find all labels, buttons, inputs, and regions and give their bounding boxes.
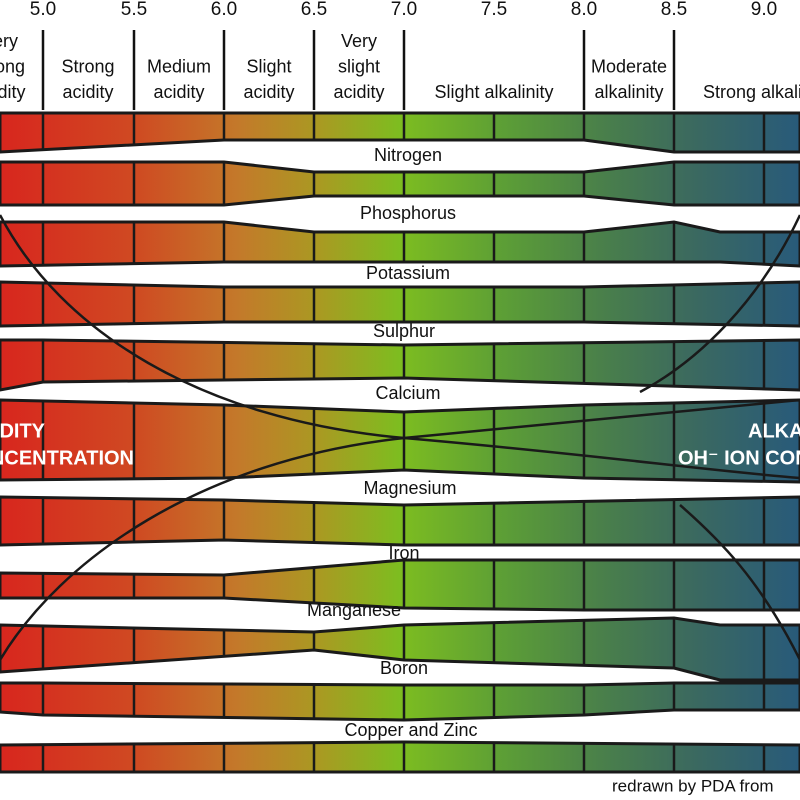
footer: redrawn by PDA from [612,776,774,795]
nutrient-band [0,338,800,392]
nutrient-label: Nitrogen [374,145,442,165]
tick-label: 6.5 [301,0,327,20]
concentration-curves [0,214,800,661]
nutrient-label: Copper and Zinc [344,720,477,740]
nutrient-band [0,558,800,612]
tick-label: 8.0 [571,0,597,20]
nutrient-label: Potassium [366,263,450,283]
header-label: Strong alkalinity [703,82,800,102]
bands [0,111,800,774]
header-label: acidity [62,82,113,102]
header-label: Slight [246,56,291,76]
tick-label: 8.5 [661,0,687,20]
tick-label: 5.0 [30,0,56,20]
curve [0,214,800,480]
header-label: slight [338,56,380,76]
header-label: alkalinity [594,82,663,102]
nutrient-band [0,681,800,722]
header-label: Very [341,31,377,51]
nutrient-label: Iron [388,543,419,563]
alkalinity-title: ALKALINITY [748,420,800,442]
nutrient-label: Phosphorus [360,203,456,223]
tick-label: 9.0 [751,0,777,20]
curve [0,398,800,661]
tick-label: 5.5 [121,0,147,20]
nutrient-band [0,111,800,154]
header-label: Very [0,31,18,51]
tick-label: 7.0 [391,0,417,20]
header-label: acidity [0,82,26,102]
nutrient-band [0,398,800,484]
curve [679,504,800,661]
header-label: strong [0,56,25,76]
nutrient-band [0,220,800,268]
nutrient-band [0,280,800,328]
nutrient-band [0,495,800,547]
acidity-title: ACIDITY [0,420,46,442]
nutrient-label: Magnesium [363,478,456,498]
curve [639,214,800,394]
header-label: Strong [61,56,114,76]
nutrient-label: Manganese [307,600,401,620]
tick-label: 7.5 [481,0,507,20]
header-label: Medium [147,56,211,76]
header-label: acidity [153,82,204,102]
nutrient-band [0,160,800,207]
tick-label: 6.0 [211,0,237,20]
header-label: Slight alkalinity [434,82,553,102]
nutrient-band [0,740,800,774]
header-label: acidity [333,82,384,102]
alkalinity-subtitle: OH⁻ ION CONCENTRATION [678,447,800,469]
nutrient-label: Calcium [375,383,440,403]
nutrient-label: Boron [380,658,428,678]
header-label: acidity [243,82,294,102]
header-label: Moderate [591,56,667,76]
acidity-subtitle: H⁺ ION CONCENTRATION [0,447,134,469]
nutrient-label: Sulphur [373,321,435,341]
